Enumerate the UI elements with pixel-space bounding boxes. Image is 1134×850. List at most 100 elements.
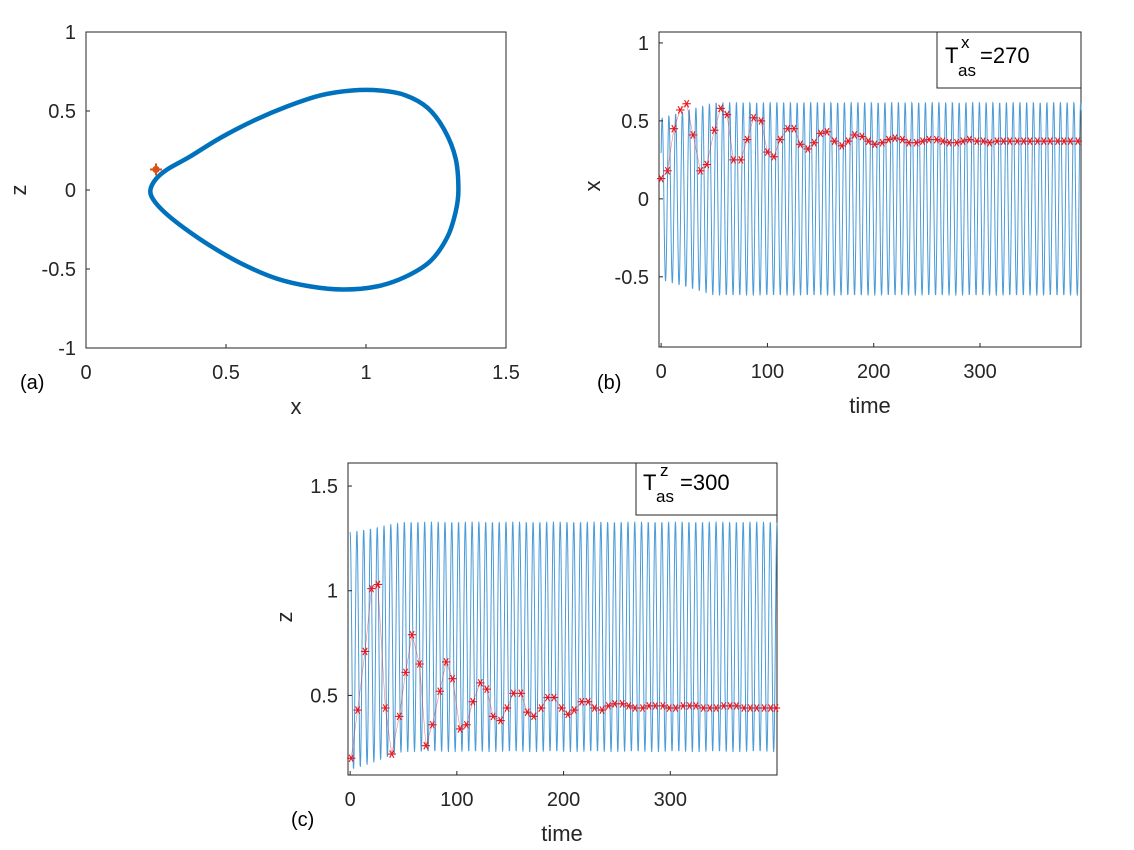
xlabel-a: x — [291, 394, 302, 419]
star-marker — [857, 132, 867, 141]
star-marker — [435, 687, 444, 696]
star-marker — [360, 647, 370, 656]
star-marker — [736, 155, 746, 164]
legend-b-sub: as — [958, 61, 976, 80]
star-marker — [932, 135, 941, 144]
star-marker — [898, 135, 907, 144]
star-marker — [789, 124, 799, 133]
star-marker — [401, 668, 410, 677]
star-marker — [944, 138, 954, 147]
xlabel-c: time — [541, 821, 583, 846]
panel-label-a: (a) — [20, 372, 44, 394]
star-marker — [669, 124, 679, 133]
limit-cycle-curve — [148, 87, 461, 292]
x-tick-label: 100 — [440, 789, 473, 811]
star-marker — [663, 166, 672, 175]
star-marker — [395, 712, 404, 721]
time-series-line — [660, 101, 1082, 296]
star-marker — [870, 140, 879, 149]
star-marker — [924, 135, 934, 144]
star-marker — [516, 689, 526, 698]
start-point-marker — [150, 163, 162, 176]
star-marker — [763, 148, 772, 156]
star-marker — [421, 741, 431, 750]
ylabel-c: z — [272, 612, 297, 623]
x-tick-label: 200 — [547, 789, 580, 811]
star-marker — [1005, 137, 1014, 146]
star-marker — [749, 113, 758, 122]
star-marker — [918, 137, 927, 146]
star-marker — [597, 706, 607, 714]
star-marker — [347, 754, 356, 763]
star-marker — [387, 750, 396, 758]
star-marker — [878, 138, 887, 147]
star-marker — [557, 704, 566, 712]
legend-c: T z as =300 — [635, 461, 778, 516]
star-marker — [958, 137, 968, 146]
star-marker — [590, 704, 599, 712]
legend-c-base: T — [643, 470, 656, 495]
star-marker — [604, 701, 613, 710]
xlabel-b: time — [849, 393, 891, 418]
y-tick-label: -0.5 — [42, 259, 76, 281]
ticks-a: 0 0.5 1 1.5 -1 -0.5 0 0.5 1 — [42, 22, 520, 384]
y-tick-label: 0.5 — [310, 685, 338, 707]
y-tick-label: -0.5 — [615, 267, 649, 289]
legend-c-sup: z — [660, 461, 669, 480]
star-marker — [682, 99, 691, 108]
star-marker — [965, 135, 974, 144]
star-marker — [523, 708, 532, 717]
panel-b: 0 100 200 300 -0.5 0 0.5 1 T x as =270 time x (… — [580, 31, 1083, 418]
panel-label-c: (c) — [291, 809, 314, 831]
time-series-line — [349, 521, 778, 769]
star-marker — [904, 138, 913, 147]
star-marker — [1066, 137, 1075, 146]
star-marker — [809, 138, 819, 147]
x-tick-label: 0 — [80, 362, 91, 384]
x-tick-label: 300 — [963, 361, 996, 383]
star-marker — [952, 138, 961, 147]
star-marker — [938, 137, 948, 146]
star-marker — [462, 720, 471, 729]
star-marker — [1045, 137, 1055, 146]
star-marker — [509, 689, 518, 698]
star-marker — [563, 710, 573, 719]
star-marker — [529, 712, 538, 721]
axes-a-frame — [85, 31, 507, 349]
plot-b-data — [656, 99, 1083, 296]
star-marker — [448, 674, 457, 683]
star-marker — [711, 704, 721, 712]
star-marker — [985, 138, 994, 147]
star-marker — [722, 110, 732, 119]
legend-b: T x as =270 — [936, 31, 1082, 89]
star-marker — [771, 704, 781, 712]
star-marker — [536, 704, 546, 712]
star-marker — [630, 704, 640, 712]
y-tick-label: 1 — [638, 33, 649, 55]
star-marker — [367, 584, 376, 593]
star-marker — [651, 701, 660, 710]
star-marker — [696, 166, 705, 175]
legend-b-sup: x — [961, 33, 970, 52]
y-tick-label: -1 — [58, 338, 76, 360]
star-marker — [716, 104, 725, 113]
star-marker — [775, 135, 785, 144]
y-tick-label: 1 — [65, 22, 76, 44]
legend-b-box — [936, 31, 1082, 89]
star-marker — [656, 174, 666, 183]
star-marker — [488, 712, 498, 721]
star-marker — [638, 704, 647, 712]
plot-a-data — [148, 87, 461, 292]
star-marker — [796, 140, 805, 149]
star-marker — [844, 137, 853, 146]
star-marker — [688, 131, 698, 139]
y-tick-label: 0 — [638, 189, 649, 211]
panel-c: 0 100 200 300 0.5 1 1.5 T z as =300 time z (c) — [272, 461, 781, 846]
legend-b-value: =270 — [980, 43, 1030, 68]
star-marker — [415, 660, 424, 668]
star-marker — [482, 685, 491, 694]
x-tick-label: 100 — [751, 361, 784, 383]
legend-c-sub: as — [656, 487, 674, 506]
x-tick-label: 0 — [345, 789, 356, 811]
